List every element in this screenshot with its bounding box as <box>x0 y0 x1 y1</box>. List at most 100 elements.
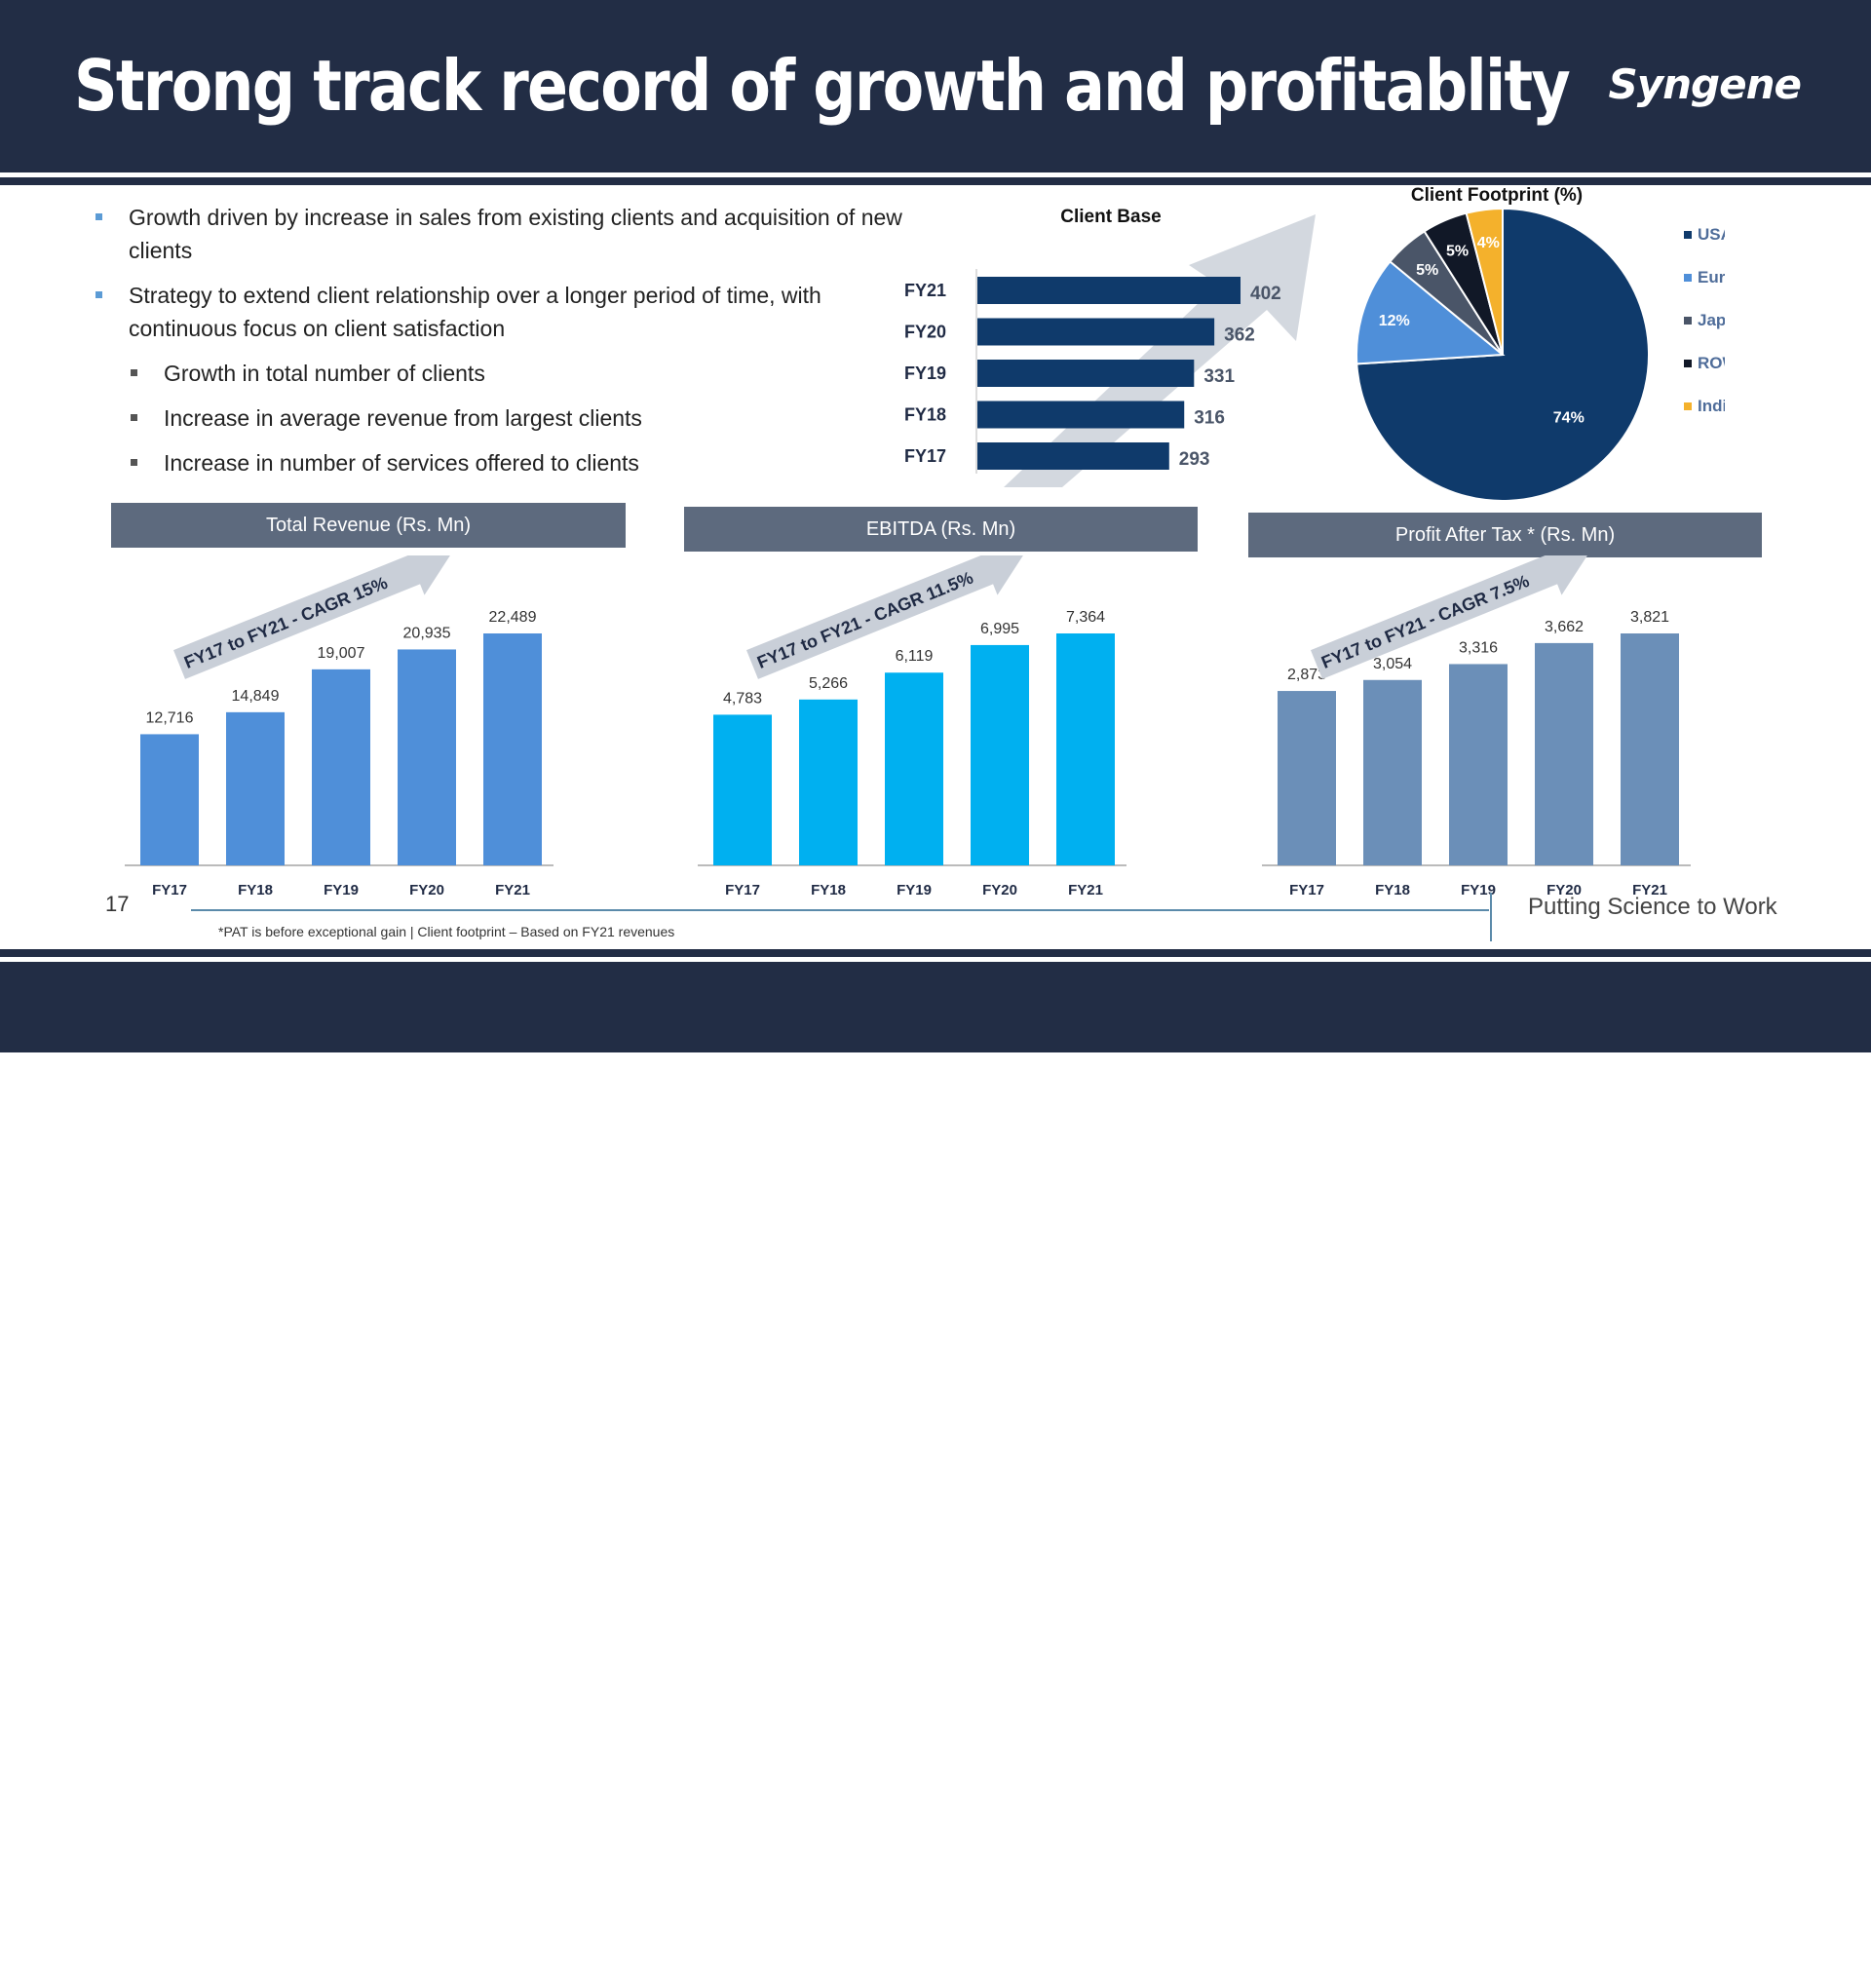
source-note: Source: Syngene AR 21 <box>1620 1955 1797 1974</box>
data-label: 19,007 <box>318 645 365 662</box>
data-label: 14,849 <box>232 688 280 705</box>
data-label: 7,364 <box>1066 609 1105 626</box>
pat-panel-title: Profit After Tax * (Rs. Mn) <box>1248 513 1762 557</box>
tick-label: FY20 <box>1546 882 1582 898</box>
tick-label: FY20 <box>904 323 946 342</box>
legend-label: ROW <box>1698 354 1725 372</box>
bar <box>799 699 858 865</box>
legend-swatch <box>1684 317 1692 325</box>
legend-swatch <box>1684 402 1692 410</box>
bar <box>312 669 370 865</box>
header-rule <box>0 177 1871 185</box>
data-label: 22,489 <box>489 609 537 626</box>
data-label: 331 <box>1203 366 1235 387</box>
legend-swatch <box>1684 231 1692 239</box>
bar <box>977 360 1195 387</box>
tick-label: FY19 <box>904 363 946 383</box>
arrow-shape <box>746 555 1024 679</box>
bar <box>713 714 772 865</box>
bar <box>226 711 285 865</box>
slice-label: 12% <box>1379 313 1410 329</box>
tick-label: FY21 <box>1632 882 1667 898</box>
data-label: 2,873 <box>1287 667 1326 683</box>
data-label: 6,995 <box>980 621 1019 637</box>
bar <box>483 633 542 865</box>
ebitda-chart: 4,783 FY17 5,266 FY18 6,119 FY19 6,995 FY20 7,36… <box>698 555 1126 898</box>
slice-label: 5% <box>1446 244 1469 260</box>
bar <box>885 672 943 865</box>
chart-title: Client Footprint (%) <box>1411 185 1583 206</box>
sub-bullet-item: Increase in average revenue from largest… <box>94 401 912 435</box>
tick-label: FY21 <box>1068 882 1103 898</box>
client-base-chart: Client Base FY21 402 FY20 362 FY19 331 FY18 316 F… <box>904 207 1316 487</box>
bar <box>971 644 1029 865</box>
page-title: Strong track record of growth and profit… <box>74 45 1571 127</box>
revenue-chart: 12,716 FY17 14,849 FY18 19,007 FY19 20,935 FY20… <box>125 555 554 898</box>
slice-label: 74% <box>1553 410 1585 427</box>
tick-label: FY18 <box>811 882 846 898</box>
tick-label: FY18 <box>904 405 946 425</box>
tick-label: FY18 <box>1375 882 1410 898</box>
bar <box>140 734 199 865</box>
bar <box>977 401 1185 429</box>
tick-label: FY20 <box>409 882 444 898</box>
data-label: 3,821 <box>1630 609 1669 626</box>
client-footprint-chart: Client Footprint (%) 74% 12% 5% 5% 4% USA Europ… <box>1356 185 1725 502</box>
data-label: 316 <box>1194 408 1225 429</box>
tick-label: FY19 <box>324 882 359 898</box>
header-bar: Strong track record of growth and profit… <box>0 0 1871 172</box>
tick-label: FY18 <box>238 882 273 898</box>
bar <box>398 649 456 865</box>
tick-label: FY19 <box>1461 882 1496 898</box>
pie-slice <box>1465 207 1504 356</box>
bullet-item: Growth driven by increase in sales from … <box>94 201 912 267</box>
legend-label: Japan <box>1698 311 1725 329</box>
legend-swatch <box>1684 274 1692 282</box>
bar <box>1056 633 1115 865</box>
pat-chart: 2,873 FY17 3,054 FY18 3,316 FY19 3,662 FY20 3,82… <box>1262 555 1691 898</box>
data-label: 3,662 <box>1545 619 1584 635</box>
legend-label: Europe <box>1698 268 1725 287</box>
pie-slice <box>1356 259 1506 365</box>
revenue-panel-title: Total Revenue (Rs. Mn) <box>111 503 626 548</box>
cagr-annotation: FY17 to FY21 - CAGR 11.5% <box>754 568 975 672</box>
soic-logo-text: SOIC <box>133 1949 206 1988</box>
data-label: 402 <box>1250 284 1281 304</box>
data-label: 20,935 <box>403 625 451 641</box>
bar <box>977 318 1215 346</box>
bar <box>1621 633 1679 865</box>
data-label: 362 <box>1224 325 1255 346</box>
bullet-item: Strategy to extend client relationship o… <box>94 279 912 345</box>
data-label: 6,119 <box>896 648 934 665</box>
ebitda-panel-title: EBITDA (Rs. Mn) <box>684 507 1198 552</box>
legend-swatch <box>1684 360 1692 367</box>
arrow-shape <box>173 555 451 679</box>
legend-label: USA <box>1698 225 1725 244</box>
data-label: 3,054 <box>1373 656 1412 672</box>
tick-label: FY20 <box>982 882 1017 898</box>
chart-title: Client Base <box>1060 207 1161 227</box>
tick-label: FY19 <box>897 882 932 898</box>
data-label: 5,266 <box>809 675 848 692</box>
tick-label: FY21 <box>904 281 946 300</box>
footer-rule <box>0 949 1871 957</box>
bar <box>977 277 1241 304</box>
footer-bar: SOIC Source: Syngene AR 21 <box>0 962 1871 1988</box>
divider-line <box>191 909 1489 911</box>
institution-icon <box>78 1949 123 1988</box>
tagline: Putting Science to Work <box>1528 894 1777 920</box>
brand-logo: Syngene <box>1608 60 1802 108</box>
data-label: 3,316 <box>1459 639 1498 656</box>
cagr-annotation: FY17 to FY21 - CAGR 7.5% <box>1318 571 1532 672</box>
bar <box>1278 691 1336 865</box>
sub-bullet-item: Increase in number of services offered t… <box>94 446 912 479</box>
bar <box>977 442 1169 470</box>
arrow-shape <box>1311 555 1588 679</box>
page-number: 17 <box>105 892 130 916</box>
soic-logo: SOIC <box>78 1949 217 1988</box>
tick-label: FY17 <box>1289 882 1324 898</box>
bar <box>1449 664 1508 865</box>
bar <box>1363 679 1422 865</box>
tick-label: FY17 <box>904 446 946 466</box>
bullet-list: Growth driven by increase in sales from … <box>94 201 912 491</box>
